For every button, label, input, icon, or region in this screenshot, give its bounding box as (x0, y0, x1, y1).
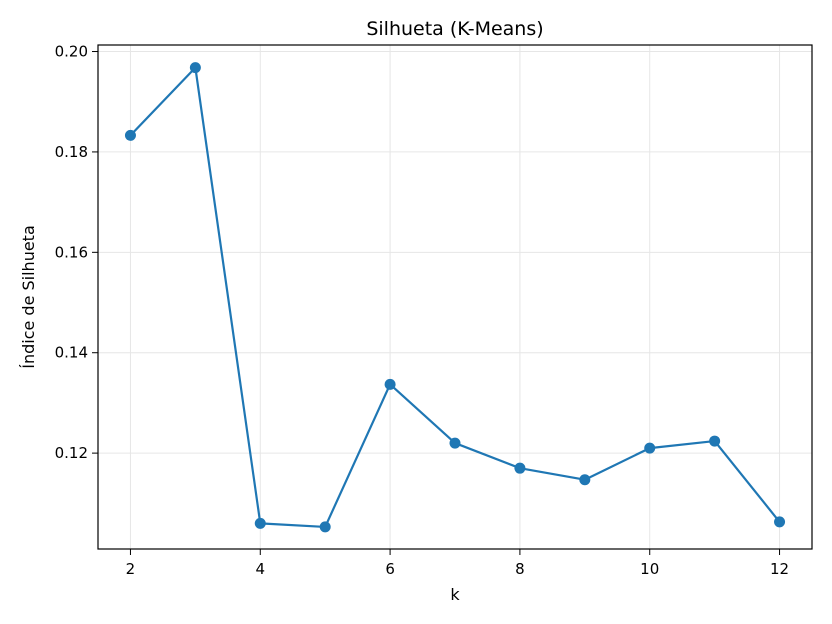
data-point (644, 442, 656, 454)
y-tick-label: 0.14 (55, 344, 88, 362)
data-point (449, 437, 461, 449)
axis-ticks: 2 4 6 8 10 12 0.12 0.14 0.16 0.18 0.20 (55, 43, 789, 578)
x-tick-label: 8 (515, 560, 525, 578)
x-tick-label: 2 (126, 560, 136, 578)
data-point (709, 435, 721, 447)
y-tick-label: 0.20 (55, 43, 88, 61)
plot-area-frame (97, 44, 813, 550)
x-axis-label: k (450, 585, 460, 604)
chart-title: Silhueta (K-Means) (366, 18, 543, 40)
data-point (774, 516, 786, 528)
series-layer (124, 62, 786, 533)
data-point (254, 517, 266, 529)
data-point (514, 462, 526, 474)
x-tick-label: 10 (640, 560, 659, 578)
data-point (189, 62, 201, 74)
series-line (129, 66, 781, 529)
data-point (579, 474, 591, 486)
data-point (319, 521, 331, 533)
y-axis-label: Índice de Silhueta (19, 225, 38, 369)
x-tick-label: 6 (385, 560, 395, 578)
data-point (124, 129, 136, 141)
y-tick-label: 0.18 (55, 143, 88, 161)
x-tick-label: 12 (770, 560, 789, 578)
y-tick-label: 0.16 (55, 243, 88, 261)
data-point (384, 378, 396, 390)
x-tick-label: 4 (255, 560, 265, 578)
grid-lines (98, 45, 812, 549)
y-tick-label: 0.12 (55, 444, 88, 462)
